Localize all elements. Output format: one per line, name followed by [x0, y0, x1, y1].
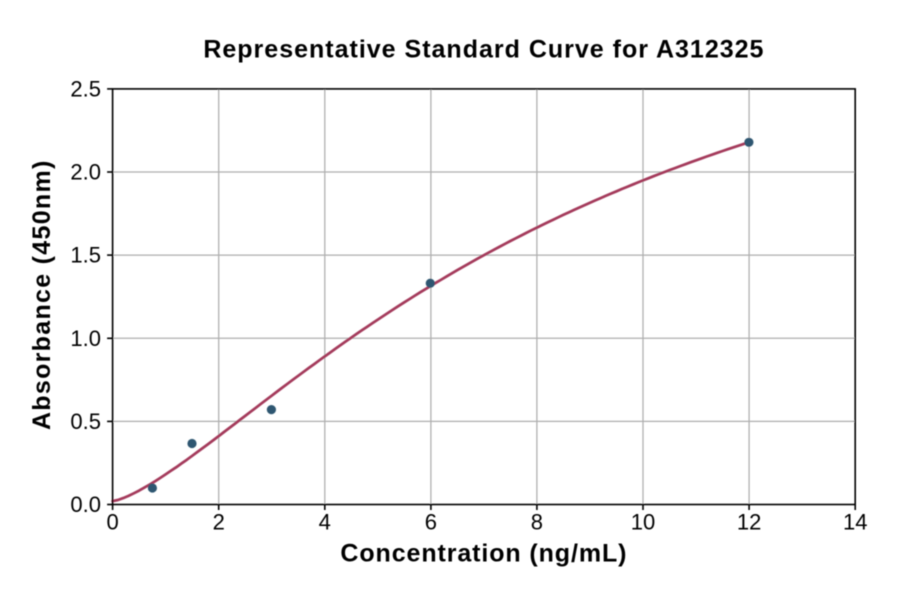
svg-text:1.5: 1.5 [70, 243, 101, 268]
svg-text:2.0: 2.0 [70, 160, 101, 185]
svg-text:4: 4 [319, 510, 331, 535]
svg-text:0.5: 0.5 [70, 409, 101, 434]
svg-text:Representative Standard Curve: Representative Standard Curve for A31232… [203, 36, 764, 64]
svg-text:6: 6 [425, 510, 437, 535]
svg-text:2: 2 [213, 510, 225, 535]
svg-text:12: 12 [737, 510, 761, 535]
svg-text:8: 8 [531, 510, 543, 535]
svg-text:Absorbance (450nm): Absorbance (450nm) [28, 159, 56, 430]
svg-text:10: 10 [631, 510, 655, 535]
svg-text:14: 14 [843, 510, 867, 535]
svg-text:0: 0 [106, 510, 118, 535]
svg-text:Concentration (ng/mL): Concentration (ng/mL) [340, 540, 627, 568]
svg-text:2.5: 2.5 [70, 76, 101, 101]
svg-text:0.0: 0.0 [70, 492, 101, 517]
svg-text:1.0: 1.0 [70, 326, 101, 351]
